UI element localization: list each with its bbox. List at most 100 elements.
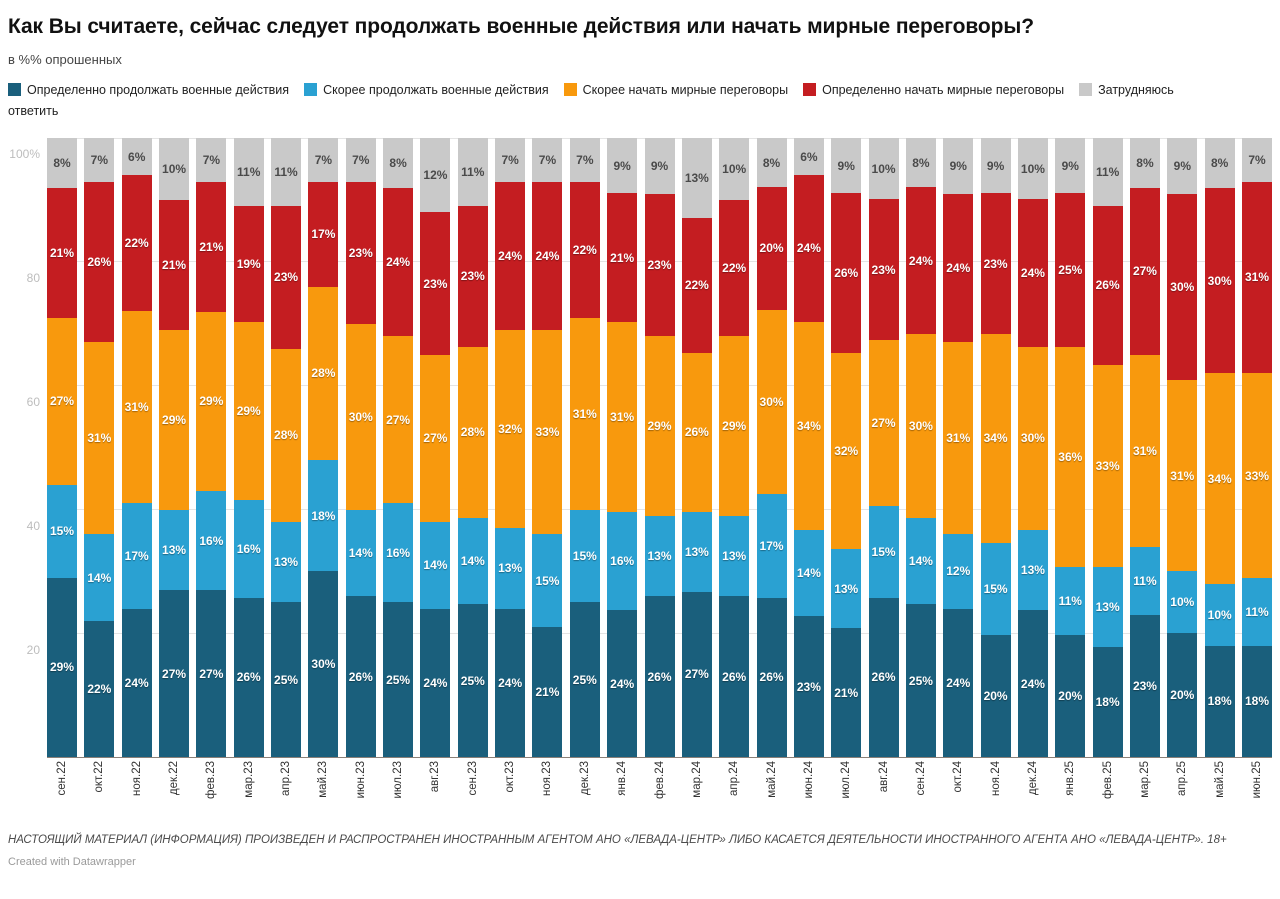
segment-value-label: 15% bbox=[572, 548, 597, 563]
segment-value-label: 7% bbox=[1248, 152, 1266, 167]
bar-segment-rather-continue: 13% bbox=[1092, 567, 1123, 647]
bar-segment-definitely-negotiate: 24% bbox=[793, 174, 824, 323]
bar-segment-rather-continue: 16% bbox=[233, 499, 264, 598]
bar-segment-definitely-continue: 26% bbox=[719, 596, 750, 758]
x-axis-label: мар.24 bbox=[690, 761, 703, 798]
segment-value-label: 31% bbox=[572, 406, 597, 421]
segment-value-label: 9% bbox=[1061, 158, 1079, 173]
x-axis-label: фев.23 bbox=[205, 761, 218, 800]
bar-segment-rather-negotiate: 28% bbox=[308, 286, 339, 461]
segment-value-label: 29% bbox=[236, 403, 261, 418]
bar-segment-definitely-negotiate: 22% bbox=[719, 200, 750, 337]
x-axis-tick: окт.24 bbox=[943, 758, 973, 818]
bar-column-мар.24: 13% 22% 26% 13% 27% bbox=[681, 138, 712, 758]
bar-segment-definitely-negotiate: 24% bbox=[532, 181, 563, 331]
bar-segment-definitely-negotiate: 22% bbox=[569, 181, 600, 318]
x-axis-tick: дек.24 bbox=[1018, 758, 1048, 818]
bar-segment-difficult-to-answer: 11% bbox=[233, 138, 264, 206]
x-axis-label: сен.23 bbox=[466, 761, 479, 796]
bar-segment-rather-negotiate: 27% bbox=[47, 317, 77, 485]
bar-segment-rather-continue: 14% bbox=[905, 518, 936, 604]
segment-value-label: 33% bbox=[535, 425, 560, 440]
bar-segment-definitely-continue: 24% bbox=[943, 608, 974, 758]
segment-value-label: 24% bbox=[796, 241, 821, 256]
bar-segment-rather-continue: 11% bbox=[1055, 567, 1086, 635]
bar-segment-rather-continue: 12% bbox=[943, 534, 974, 609]
legend-item-definitely-negotiate: Определенно начать мирные переговоры bbox=[803, 83, 1064, 97]
segment-value-label: 13% bbox=[834, 581, 859, 596]
x-axis-label: июл.24 bbox=[840, 761, 853, 799]
bar-segment-definitely-negotiate: 30% bbox=[1204, 187, 1235, 374]
bar-column-ноя.22: 6% 22% 31% 17% 24% bbox=[121, 138, 152, 758]
bar-segment-rather-continue: 14% bbox=[345, 509, 376, 597]
bar-column-апр.25: 9% 30% 31% 10% 20% bbox=[1167, 138, 1198, 758]
segment-value-label: 31% bbox=[124, 400, 149, 415]
bar-segment-definitely-negotiate: 24% bbox=[1017, 199, 1048, 347]
segment-value-label: 9% bbox=[837, 158, 855, 173]
segment-value-label: 7% bbox=[501, 152, 519, 167]
x-axis-label: июн.24 bbox=[802, 761, 815, 799]
bar-segment-definitely-continue: 18% bbox=[1242, 645, 1272, 758]
bar-segment-rather-continue: 14% bbox=[84, 534, 115, 621]
segment-value-label: 13% bbox=[647, 548, 672, 563]
bar-column-ноя.23: 7% 24% 33% 15% 21% bbox=[532, 138, 563, 758]
segment-value-label: 17% bbox=[311, 227, 336, 242]
segment-value-label: 30% bbox=[908, 419, 933, 434]
bar-segment-definitely-continue: 25% bbox=[271, 602, 302, 758]
segment-value-label: 22% bbox=[124, 236, 149, 251]
x-axis-label: окт.23 bbox=[504, 761, 517, 793]
bar-column-окт.22: 7% 26% 31% 14% 22% bbox=[84, 138, 115, 758]
segment-value-label: 34% bbox=[796, 419, 821, 434]
x-axis-label: апр.23 bbox=[280, 761, 293, 797]
segment-value-label: 24% bbox=[1020, 676, 1045, 691]
segment-value-label: 9% bbox=[613, 158, 631, 173]
x-axis-tick: фев.23 bbox=[196, 758, 226, 818]
bar-segment-difficult-to-answer: 7% bbox=[569, 138, 600, 182]
bar-segment-difficult-to-answer: 7% bbox=[345, 138, 376, 182]
segment-value-label: 7% bbox=[576, 152, 594, 167]
segment-value-label: 31% bbox=[1170, 468, 1195, 483]
y-axis-label: 100% bbox=[9, 147, 40, 162]
datawrapper-chart: Как Вы считаете, сейчас следует продолжа… bbox=[8, 15, 1272, 868]
segment-value-label: 18% bbox=[1095, 695, 1120, 709]
bar-segment-difficult-to-answer: 9% bbox=[607, 138, 638, 194]
bar-segment-rather-continue: 10% bbox=[1204, 583, 1235, 646]
x-axis-tick: май.24 bbox=[757, 758, 787, 818]
bar-segment-difficult-to-answer: 7% bbox=[532, 138, 563, 182]
bar-column-окт.23: 7% 24% 32% 13% 24% bbox=[495, 138, 526, 758]
segment-value-label: 11% bbox=[1133, 573, 1157, 588]
bar-segment-rather-negotiate: 36% bbox=[1055, 346, 1086, 568]
segment-value-label: 10% bbox=[1170, 595, 1195, 610]
bar-segment-rather-continue: 15% bbox=[569, 509, 600, 603]
segment-value-label: 20% bbox=[1058, 688, 1083, 703]
x-axis-label: сен.24 bbox=[914, 761, 927, 796]
segment-value-label: 27% bbox=[1132, 264, 1157, 279]
segment-value-label: 22% bbox=[87, 682, 112, 697]
bar-column-окт.24: 9% 24% 31% 12% 24% bbox=[943, 138, 974, 758]
bar-segment-difficult-to-answer: 8% bbox=[905, 138, 936, 188]
bar-column-мар.25: 8% 27% 31% 11% 23% bbox=[1129, 138, 1160, 758]
x-axis-label: июн.23 bbox=[354, 761, 367, 799]
segment-value-label: 13% bbox=[684, 171, 709, 186]
legend-swatch-rather-continue bbox=[304, 83, 318, 97]
bar-segment-definitely-negotiate: 24% bbox=[905, 187, 936, 335]
bar-segment-difficult-to-answer: 8% bbox=[1204, 138, 1235, 188]
segment-value-label: 17% bbox=[759, 538, 784, 553]
segment-value-label: 25% bbox=[572, 672, 597, 687]
bar-segment-difficult-to-answer: 10% bbox=[1017, 138, 1048, 200]
bar-segment-definitely-negotiate: 23% bbox=[868, 199, 899, 341]
bar-segment-definitely-negotiate: 24% bbox=[383, 187, 414, 337]
segment-value-label: 30% bbox=[348, 409, 373, 424]
x-axis-label: фев.25 bbox=[1101, 761, 1114, 800]
bar-segment-definitely-continue: 30% bbox=[308, 571, 339, 758]
x-axis-label: май.24 bbox=[765, 761, 778, 798]
bar-column-май.23: 7% 17% 28% 18% 30% bbox=[308, 138, 339, 758]
segment-value-label: 14% bbox=[908, 554, 933, 569]
legend-label: Затрудняюсь ответить bbox=[8, 83, 1174, 119]
bar-segment-definitely-negotiate: 23% bbox=[345, 181, 376, 324]
x-axis-tick: май.25 bbox=[1205, 758, 1235, 818]
segment-value-label: 16% bbox=[610, 554, 635, 569]
segment-value-label: 6% bbox=[800, 149, 818, 164]
segment-value-label: 10% bbox=[871, 161, 896, 176]
bar-segment-definitely-continue: 26% bbox=[233, 597, 264, 758]
